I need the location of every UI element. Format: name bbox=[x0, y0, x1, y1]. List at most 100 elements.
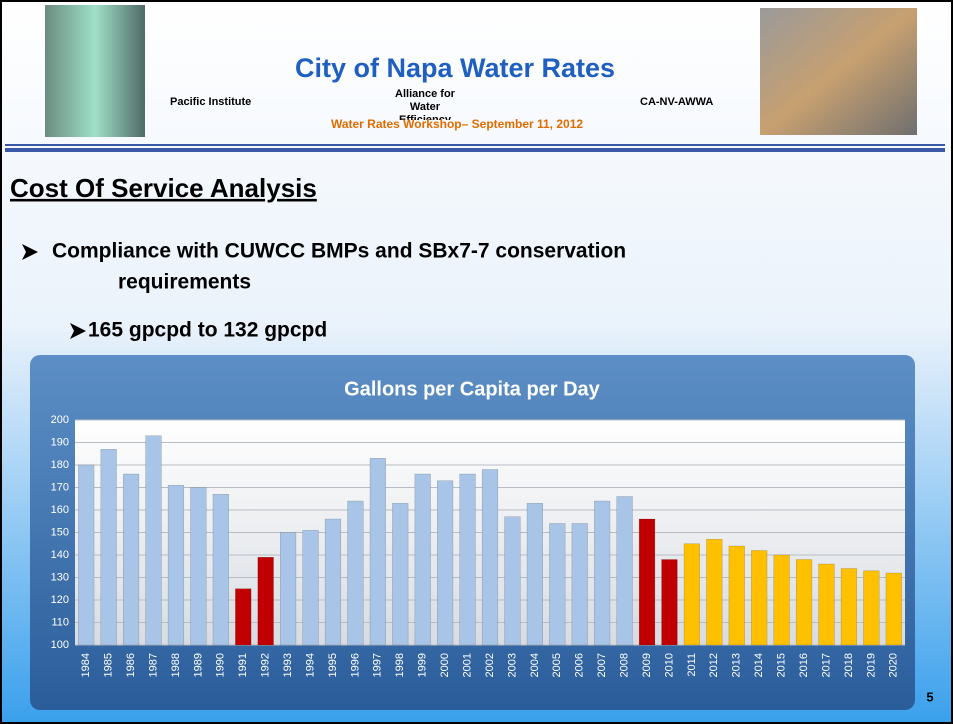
bar bbox=[571, 523, 588, 646]
x-tick-label: 2000 bbox=[439, 653, 451, 677]
x-tick-label: 1990 bbox=[215, 653, 227, 677]
bullet: requirements bbox=[118, 271, 251, 294]
x-tick-label: 1999 bbox=[417, 653, 429, 677]
x-tick-label: 1988 bbox=[170, 653, 182, 677]
bar bbox=[302, 530, 319, 646]
bar bbox=[661, 559, 678, 646]
bar bbox=[167, 485, 185, 646]
org: Alliance for Water Efficiency bbox=[395, 88, 455, 120]
y-tick-label: 110 bbox=[51, 616, 69, 628]
x-tick-label: 2017 bbox=[820, 653, 832, 677]
x-tick-label: 2019 bbox=[865, 653, 877, 677]
bar bbox=[549, 523, 566, 646]
bar bbox=[773, 554, 790, 646]
x-tick-label: 2007 bbox=[596, 653, 608, 677]
x-tick-label: 2014 bbox=[753, 653, 765, 677]
x-tick-label: 2013 bbox=[731, 653, 743, 677]
x-tick-label: 2005 bbox=[551, 653, 563, 677]
pipeline-photo bbox=[45, 5, 145, 137]
x-tick-label: 1984 bbox=[80, 653, 92, 677]
x-tick-label: 1986 bbox=[125, 653, 137, 677]
page-number: 5 bbox=[926, 689, 933, 704]
y-tick-label: 150 bbox=[51, 526, 69, 538]
bar bbox=[235, 588, 252, 646]
bar bbox=[414, 473, 431, 646]
x-tick-label: 2012 bbox=[708, 653, 720, 677]
bar bbox=[347, 500, 364, 646]
workshop: Water Rates Workshop– September 11, 2012 bbox=[331, 117, 583, 131]
bar bbox=[863, 570, 880, 646]
y-tick-label: 190 bbox=[51, 436, 69, 448]
x-tick-label: 2011 bbox=[686, 653, 698, 677]
x-tick-label: 2006 bbox=[574, 653, 586, 677]
bar bbox=[840, 568, 858, 646]
bar bbox=[616, 496, 633, 646]
bar bbox=[459, 473, 476, 646]
heading: Cost Of Service Analysis bbox=[10, 173, 317, 203]
bar bbox=[728, 545, 745, 646]
pipe-crack-photo bbox=[760, 8, 917, 135]
x-tick-label: 1996 bbox=[349, 653, 361, 677]
x-tick-label: 2016 bbox=[798, 653, 810, 677]
bar bbox=[751, 550, 768, 646]
x-tick-label: 2008 bbox=[619, 653, 631, 677]
x-tick-label: 1985 bbox=[103, 653, 115, 677]
x-tick-label: 1994 bbox=[304, 653, 316, 677]
y-tick-label: 200 bbox=[51, 414, 69, 426]
bar bbox=[683, 543, 700, 646]
y-tick-label: 130 bbox=[51, 571, 69, 583]
bar bbox=[324, 518, 342, 646]
bar bbox=[122, 473, 140, 646]
bar bbox=[257, 557, 274, 646]
x-tick-label: 1993 bbox=[282, 653, 294, 677]
x-tick-label: 1991 bbox=[237, 653, 249, 677]
x-tick-label: 1987 bbox=[147, 653, 159, 677]
sub-bullet: 165 gpcpd to 132 gpcpd bbox=[88, 319, 327, 342]
bar bbox=[369, 458, 386, 646]
x-tick-label: 1998 bbox=[394, 653, 406, 677]
bar bbox=[437, 480, 454, 646]
bar bbox=[78, 464, 95, 646]
bar bbox=[818, 563, 835, 646]
x-tick-label: 2003 bbox=[506, 653, 518, 677]
bar bbox=[481, 469, 499, 646]
bullet-icon bbox=[70, 323, 86, 339]
x-tick-label: 2015 bbox=[776, 653, 788, 677]
header-title: City of Napa Water Rates bbox=[295, 53, 615, 83]
x-tick-label: 2020 bbox=[888, 653, 900, 677]
bar bbox=[392, 503, 409, 646]
y-tick-label: 180 bbox=[51, 459, 69, 471]
org: CA-NV-AWWA bbox=[640, 96, 713, 108]
x-tick-label: 1989 bbox=[192, 653, 204, 677]
x-tick-label: 2002 bbox=[484, 653, 496, 677]
y-tick-label: 140 bbox=[51, 549, 69, 561]
bar bbox=[594, 500, 611, 646]
bullet: Compliance with CUWCC BMPs and SBx7-7 co… bbox=[52, 240, 626, 263]
x-tick-label: 1992 bbox=[260, 653, 272, 677]
x-tick-label: 2004 bbox=[529, 653, 541, 677]
x-tick-label: 1995 bbox=[327, 653, 339, 677]
y-tick-label: 160 bbox=[51, 504, 69, 516]
org: Pacific Institute bbox=[170, 96, 251, 108]
bar bbox=[795, 559, 813, 646]
bar bbox=[145, 435, 162, 646]
bar bbox=[190, 487, 207, 646]
bar bbox=[504, 516, 521, 646]
x-tick-label: 1997 bbox=[372, 653, 384, 677]
org-box: Alliance for Water Efficiency bbox=[395, 88, 455, 120]
bar bbox=[280, 532, 297, 646]
y-tick-label: 120 bbox=[51, 594, 69, 606]
x-tick-label: 2010 bbox=[663, 653, 675, 677]
bar bbox=[706, 539, 723, 646]
x-tick-label: 2018 bbox=[843, 653, 855, 677]
y-tick-label: 170 bbox=[51, 481, 69, 493]
chart-title: Gallons per Capita per Day bbox=[344, 378, 601, 400]
bar bbox=[638, 518, 656, 646]
bar bbox=[526, 503, 543, 646]
bar bbox=[212, 494, 229, 646]
bar bbox=[100, 449, 117, 646]
y-tick-label: 100 bbox=[51, 639, 69, 651]
x-tick-label: 2001 bbox=[461, 653, 473, 677]
bullet-icon bbox=[22, 244, 38, 260]
